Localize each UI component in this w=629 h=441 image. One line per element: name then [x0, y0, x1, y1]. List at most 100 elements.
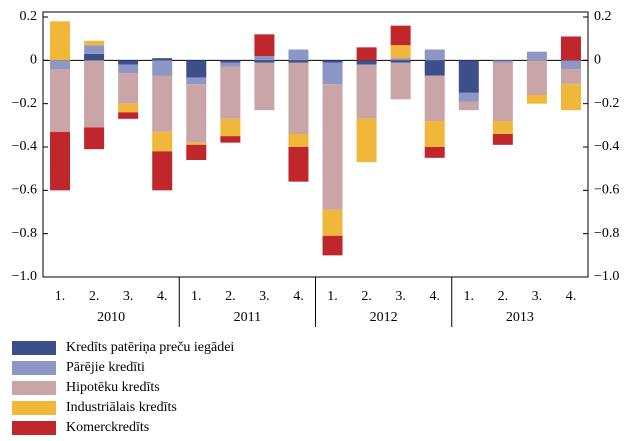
- x-tick-label: 1.: [327, 289, 338, 304]
- legend-swatch: [12, 341, 56, 355]
- x-tick-label: 1.: [464, 289, 475, 304]
- bar-segment: [356, 60, 377, 65]
- x-tick-label: 3.: [395, 289, 406, 304]
- bar-segment: [186, 142, 207, 145]
- y2-tick-label: 0: [594, 53, 601, 68]
- legend-label: Kredīts patēriņa preču iegādei: [66, 340, 234, 355]
- bar-segment: [458, 60, 479, 93]
- y2-tick-label: 0.2: [594, 9, 612, 24]
- bar-segment: [254, 56, 275, 61]
- x-tick-label: 4.: [429, 289, 440, 304]
- x-tick-label: 4.: [566, 289, 577, 304]
- y-tick-label: −1.0: [12, 269, 37, 284]
- bar-segment: [220, 60, 241, 63]
- x-tick-label: 2.: [498, 289, 509, 304]
- y-tick-label: 0: [30, 53, 37, 68]
- bar-segment: [390, 58, 411, 61]
- y2-tick-label: −0.2: [594, 96, 619, 111]
- bar-segment: [492, 62, 513, 121]
- bar-segment: [322, 209, 343, 236]
- legend-swatch: [12, 401, 56, 415]
- bar-segment: [50, 69, 71, 132]
- bar-segment: [288, 60, 309, 63]
- bar-segment: [152, 151, 173, 191]
- bar-segment: [84, 60, 105, 128]
- y-tick-label: −0.6: [12, 183, 37, 198]
- bar-segment: [220, 118, 241, 137]
- x-tick-label: 3.: [123, 289, 134, 304]
- bar-segment: [220, 136, 241, 143]
- bar-segment: [356, 64, 377, 119]
- bar-segment: [118, 60, 139, 65]
- bar-segment: [526, 60, 547, 95]
- y2-tick-label: −0.4: [594, 139, 619, 154]
- x-tick-label: 1.: [191, 289, 202, 304]
- x-tick-label: 2.: [89, 289, 100, 304]
- bar-segment: [186, 60, 207, 78]
- bar-segment: [220, 66, 241, 119]
- bar-segment: [458, 92, 479, 102]
- x-tick-label: 2.: [361, 289, 372, 304]
- bar-segment: [186, 84, 207, 143]
- bar-segment: [254, 34, 275, 56]
- bar-segment: [288, 134, 309, 147]
- bar-segment: [84, 45, 105, 54]
- x-tick-label: 3.: [532, 289, 543, 304]
- bar-segment: [356, 47, 377, 61]
- legend-swatch: [12, 381, 56, 395]
- bar-segment: [492, 134, 513, 145]
- y-tick-label: −0.4: [12, 139, 37, 154]
- bar-segment: [356, 118, 377, 163]
- bar-segment: [526, 51, 547, 61]
- bar-segment: [118, 112, 139, 119]
- bar-segment: [84, 53, 105, 61]
- bar-segment: [390, 45, 411, 59]
- bar-segment: [152, 60, 173, 76]
- bar-segment: [50, 131, 71, 191]
- x-tick-label: 4.: [293, 289, 304, 304]
- x-tick-label: 1.: [55, 289, 66, 304]
- bar-segment: [152, 131, 173, 152]
- bar-segment: [322, 62, 343, 85]
- bar-segment: [186, 77, 207, 85]
- x-tick-label: 3.: [259, 289, 270, 304]
- bar-segment: [118, 73, 139, 104]
- bar-segment: [220, 62, 241, 67]
- bar-segment: [560, 36, 581, 61]
- bar-segment: [288, 147, 309, 182]
- group-label: 2012: [370, 310, 398, 325]
- legend-label: Industriālais kredīts: [66, 400, 177, 415]
- bar-segment: [50, 21, 71, 61]
- bar-segment: [560, 84, 581, 111]
- bar-segment: [50, 60, 71, 69]
- bar-segment: [152, 58, 173, 61]
- bar-segment: [288, 62, 309, 134]
- bar-segment: [322, 60, 343, 63]
- bar-segment: [492, 121, 513, 134]
- y-tick-label: −0.2: [12, 96, 37, 111]
- bar-segment: [118, 103, 139, 113]
- bar-segment: [458, 101, 479, 111]
- bar-segment: [288, 49, 309, 61]
- y-tick-label: −0.8: [12, 226, 37, 241]
- bar-segment: [322, 235, 343, 256]
- bar-segment: [84, 40, 105, 46]
- y2-tick-label: −0.6: [594, 183, 619, 198]
- legend-label: Komerckredīts: [66, 420, 149, 435]
- y2-tick-label: −0.8: [594, 226, 619, 241]
- bar-segment: [390, 60, 411, 63]
- bar-segment: [254, 62, 275, 111]
- bar-segment: [254, 60, 275, 63]
- group-label: 2011: [234, 310, 261, 325]
- bar-segment: [424, 121, 445, 147]
- bar-segment: [152, 75, 173, 132]
- group-label: 2010: [97, 310, 125, 325]
- bar-segment: [390, 62, 411, 100]
- bar-segment: [186, 144, 207, 160]
- bar-segment: [560, 60, 581, 69]
- legend-swatch: [12, 421, 56, 435]
- x-tick-label: 4.: [157, 289, 168, 304]
- legend-label: Pārējie kredīti: [66, 360, 145, 375]
- bar-segment: [424, 75, 445, 121]
